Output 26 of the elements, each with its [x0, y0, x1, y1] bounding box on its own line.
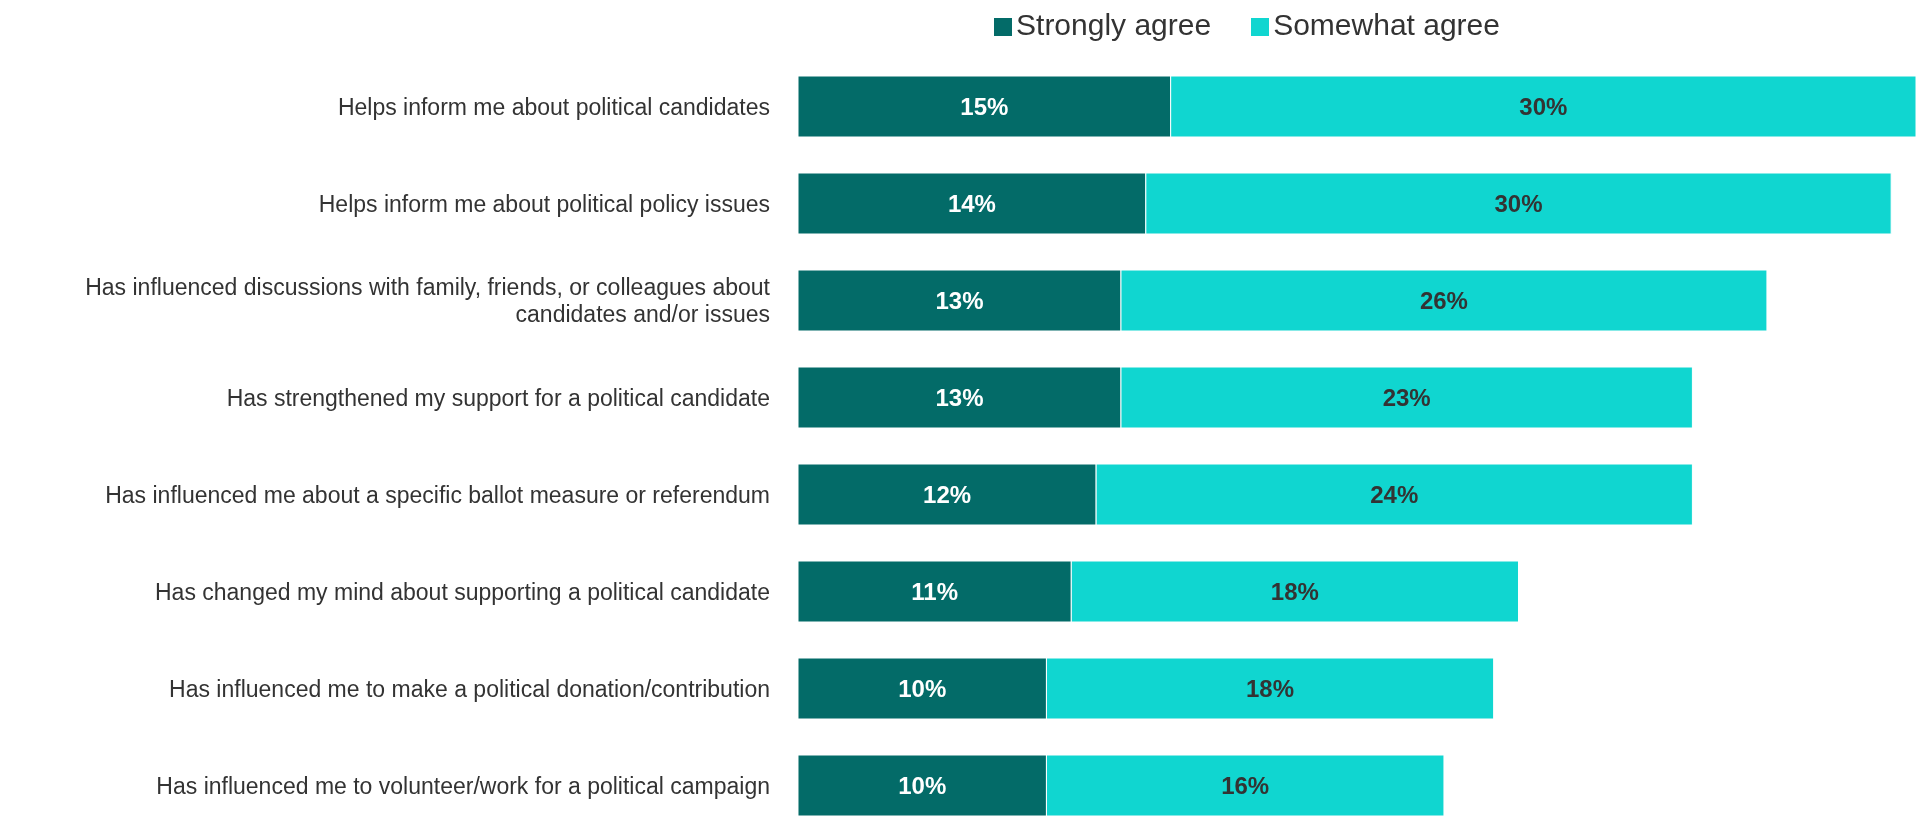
y-tick-label: Has changed my mind about supporting a political candidate: [155, 578, 770, 605]
data-label: 11%: [911, 578, 958, 606]
legend-label: Somewhat agree: [1273, 8, 1500, 41]
data-label: 16%: [1221, 772, 1270, 800]
y-tick-label: Has influenced me about a specific ballot measure or referendum: [105, 481, 770, 508]
data-label: 26%: [1419, 287, 1468, 315]
y-tick-label: Has influenced me to make a political donation/contribution: [169, 675, 770, 702]
legend-label: Strongly agree: [1016, 8, 1212, 41]
y-tick-label: Helps inform me about political candidates: [337, 93, 770, 120]
data-label: 30%: [1519, 93, 1568, 121]
data-label: 10%: [898, 772, 947, 800]
data-label: 30%: [1494, 190, 1543, 218]
data-label: 18%: [1246, 675, 1295, 703]
data-label: 13%: [935, 384, 984, 412]
data-label: 13%: [935, 287, 984, 315]
data-label: 12%: [923, 481, 972, 509]
y-tick-label: Helps inform me about political policy issues: [318, 190, 770, 217]
data-label: 24%: [1370, 481, 1419, 509]
data-label: 10%: [898, 675, 947, 703]
data-label: 14%: [947, 190, 996, 218]
y-tick-label: Has influenced discussions with family, friends, or colleagues about candidates and/or issues: [85, 274, 771, 327]
y-tick-label: Has influenced me to volunteer/work for a political campaign: [156, 772, 770, 799]
data-label: 23%: [1382, 384, 1431, 412]
data-label: 15%: [960, 93, 1009, 121]
data-label: 18%: [1270, 578, 1319, 606]
y-tick-label: Has strengthened my support for a political candidate: [226, 384, 770, 411]
